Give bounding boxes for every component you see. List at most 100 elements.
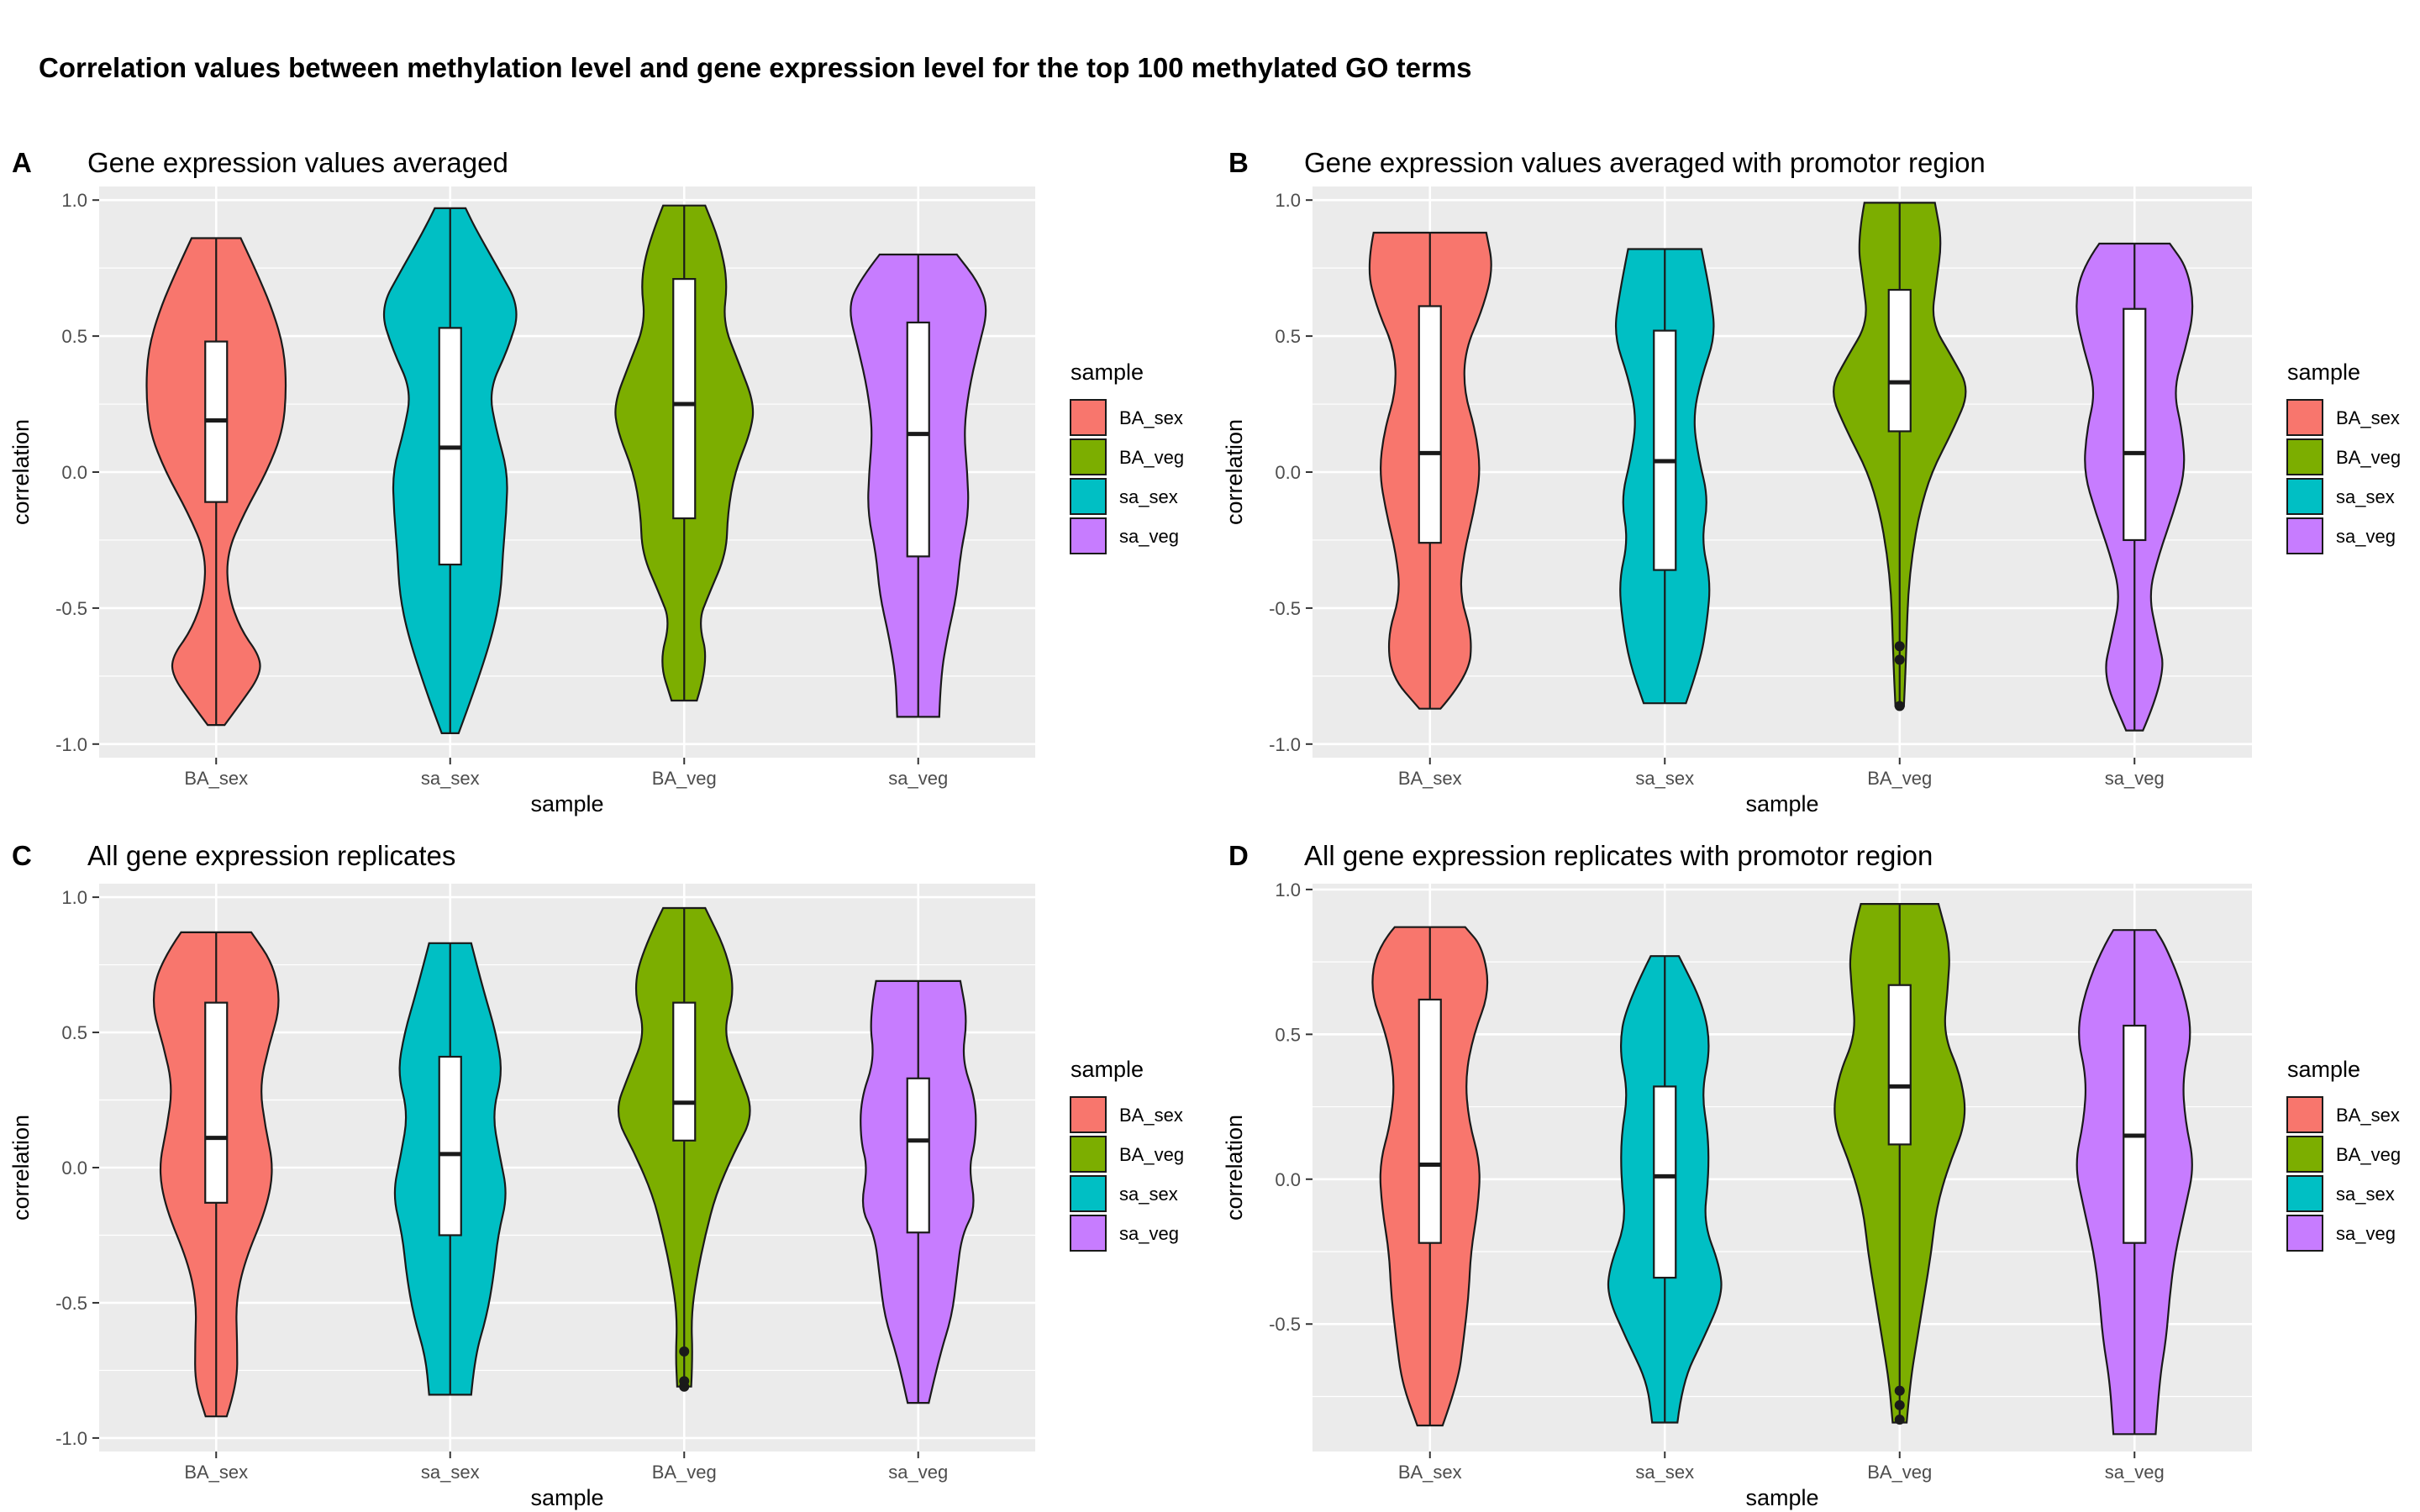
x-tick-label: BA_sex (1398, 1462, 1462, 1483)
y-tick-label: -0.5 (55, 598, 87, 619)
legend-label-sa_sex: sa_sex (2336, 1184, 2395, 1205)
legend: sample BA_sex BA_veg sa_sex sa_veg (1070, 360, 1184, 554)
legend-swatch-sa_veg (1070, 517, 1107, 554)
violin-BA_veg (617, 906, 751, 1392)
legend-label-sa_veg: sa_veg (1119, 526, 1179, 547)
outlier-point (1894, 701, 1905, 711)
y-tick-label: 0.5 (61, 1022, 87, 1043)
y-tick-label: -1.0 (1269, 734, 1301, 755)
panel-title: Gene expression values averaged with pro… (1304, 147, 1986, 178)
box (906, 321, 930, 558)
y-tick-label: -1.0 (55, 1428, 87, 1449)
legend-swatch-sa_veg (1070, 1215, 1107, 1252)
violin-BA_sex (152, 931, 280, 1418)
x-tick-label: BA_sex (1398, 768, 1462, 789)
legend-swatch-sa_sex (1070, 478, 1107, 515)
legend-title: sample (1071, 1057, 1144, 1082)
chart-panel-a: A Gene expression values averaged -1.0 -0.5… (8, 147, 1184, 816)
y-tick-label: -0.5 (1269, 1314, 1301, 1335)
panel-letter: A (12, 147, 32, 178)
legend: sample BA_sex BA_veg sa_sex sa_veg (2286, 1057, 2401, 1252)
legend: sample BA_sex BA_veg sa_sex sa_veg (2286, 360, 2401, 554)
legend-label-sa_veg: sa_veg (1119, 1223, 1179, 1244)
x-tick-label: sa_veg (888, 768, 948, 789)
outlier-point (1894, 1385, 1905, 1396)
box (1887, 984, 1912, 1146)
box (2123, 307, 2147, 542)
x-axis-label: sample (530, 791, 603, 816)
legend-swatch-sa_sex (2286, 478, 2323, 515)
legend-label-BA_sex: BA_sex (1119, 1105, 1183, 1126)
y-tick-label: -0.5 (1269, 598, 1301, 619)
legend-swatch-BA_sex (2286, 1096, 2323, 1133)
y-axis-label: correlation (1222, 419, 1247, 525)
legend-label-sa_sex: sa_sex (1119, 486, 1178, 507)
panel-title: All gene expression replicates (87, 840, 455, 871)
violin-BA_sex (1371, 926, 1489, 1427)
y-tick-label: 0.5 (61, 326, 87, 347)
legend-label-sa_veg: sa_veg (2336, 1223, 2396, 1244)
violin-sa_veg (2075, 242, 2194, 732)
y-tick-label: -0.5 (55, 1293, 87, 1314)
legend-swatch-BA_veg (2286, 1136, 2323, 1173)
x-axis-label: sample (1745, 1485, 1818, 1510)
y-tick-label: 0.0 (1275, 1169, 1301, 1190)
outlier-point (1894, 1399, 1905, 1410)
violin-sa_veg (850, 253, 987, 718)
violin-BA_sex (1368, 231, 1492, 710)
x-tick-label: BA_veg (1867, 768, 1932, 789)
legend-swatch-BA_veg (1070, 1136, 1107, 1173)
box (438, 1055, 462, 1236)
outlier-point (1894, 1415, 1905, 1425)
y-tick-label: 0.5 (1275, 326, 1301, 347)
y-tick-label: 1.0 (61, 887, 87, 908)
violin-BA_veg (614, 204, 755, 702)
y-tick-label: -1.0 (55, 734, 87, 755)
legend-label-BA_veg: BA_veg (1119, 447, 1184, 468)
chart-panel-d: D All gene expression replicates with pro… (1222, 840, 2401, 1510)
y-tick-label: 1.0 (1275, 879, 1301, 900)
legend-swatch-BA_veg (2286, 438, 2323, 475)
legend-label-sa_sex: sa_sex (2336, 486, 2395, 507)
legend-title: sample (2287, 1057, 2360, 1082)
legend-swatch-BA_veg (1070, 438, 1107, 475)
violin-BA_veg (1833, 903, 1966, 1425)
x-tick-label: sa_sex (421, 768, 480, 789)
outlier-point (679, 1381, 690, 1392)
box (906, 1077, 930, 1234)
legend-swatch-BA_sex (1070, 1096, 1107, 1133)
x-tick-label: sa_veg (2105, 1462, 2165, 1483)
legend-label-BA_veg: BA_veg (2336, 1144, 2401, 1165)
outlier-point (1894, 654, 1905, 665)
legend-label-BA_sex: BA_sex (2336, 1105, 2400, 1126)
legend-swatch-sa_sex (1070, 1175, 1107, 1212)
outlier-point (1894, 641, 1905, 652)
box (1887, 288, 1912, 433)
y-axis-label: correlation (1222, 1115, 1247, 1221)
box (672, 277, 697, 520)
panel-letter: B (1228, 147, 1249, 178)
x-tick-label: BA_veg (1867, 1462, 1932, 1483)
y-tick-label: 0.0 (1275, 462, 1301, 483)
x-tick-label: BA_veg (652, 1462, 717, 1483)
legend-title: sample (1071, 360, 1144, 385)
y-tick-label: 1.0 (61, 190, 87, 211)
x-tick-label: BA_sex (184, 768, 248, 789)
legend: sample BA_sex BA_veg sa_sex sa_veg (1070, 1057, 1184, 1252)
y-tick-label: 1.0 (1275, 190, 1301, 211)
legend-label-BA_sex: BA_sex (1119, 407, 1183, 428)
x-tick-label: sa_sex (1635, 768, 1694, 789)
box (1653, 329, 1677, 571)
chart-panel-b: B Gene expression values averaged with pr… (1222, 147, 2401, 816)
violin-sa_veg (2075, 929, 2193, 1436)
legend-swatch-BA_sex (2286, 399, 2323, 436)
violin-BA_sex (145, 237, 287, 727)
legend-label-BA_veg: BA_veg (2336, 447, 2401, 468)
chart-panel-c: C All gene expression replicates -1.0 -0.5 0… (8, 840, 1184, 1510)
outlier-point (679, 1346, 690, 1357)
legend-swatch-BA_sex (1070, 399, 1107, 436)
x-tick-label: BA_veg (652, 768, 717, 789)
x-axis-label: sample (1745, 791, 1818, 816)
y-axis-label: correlation (8, 419, 34, 525)
